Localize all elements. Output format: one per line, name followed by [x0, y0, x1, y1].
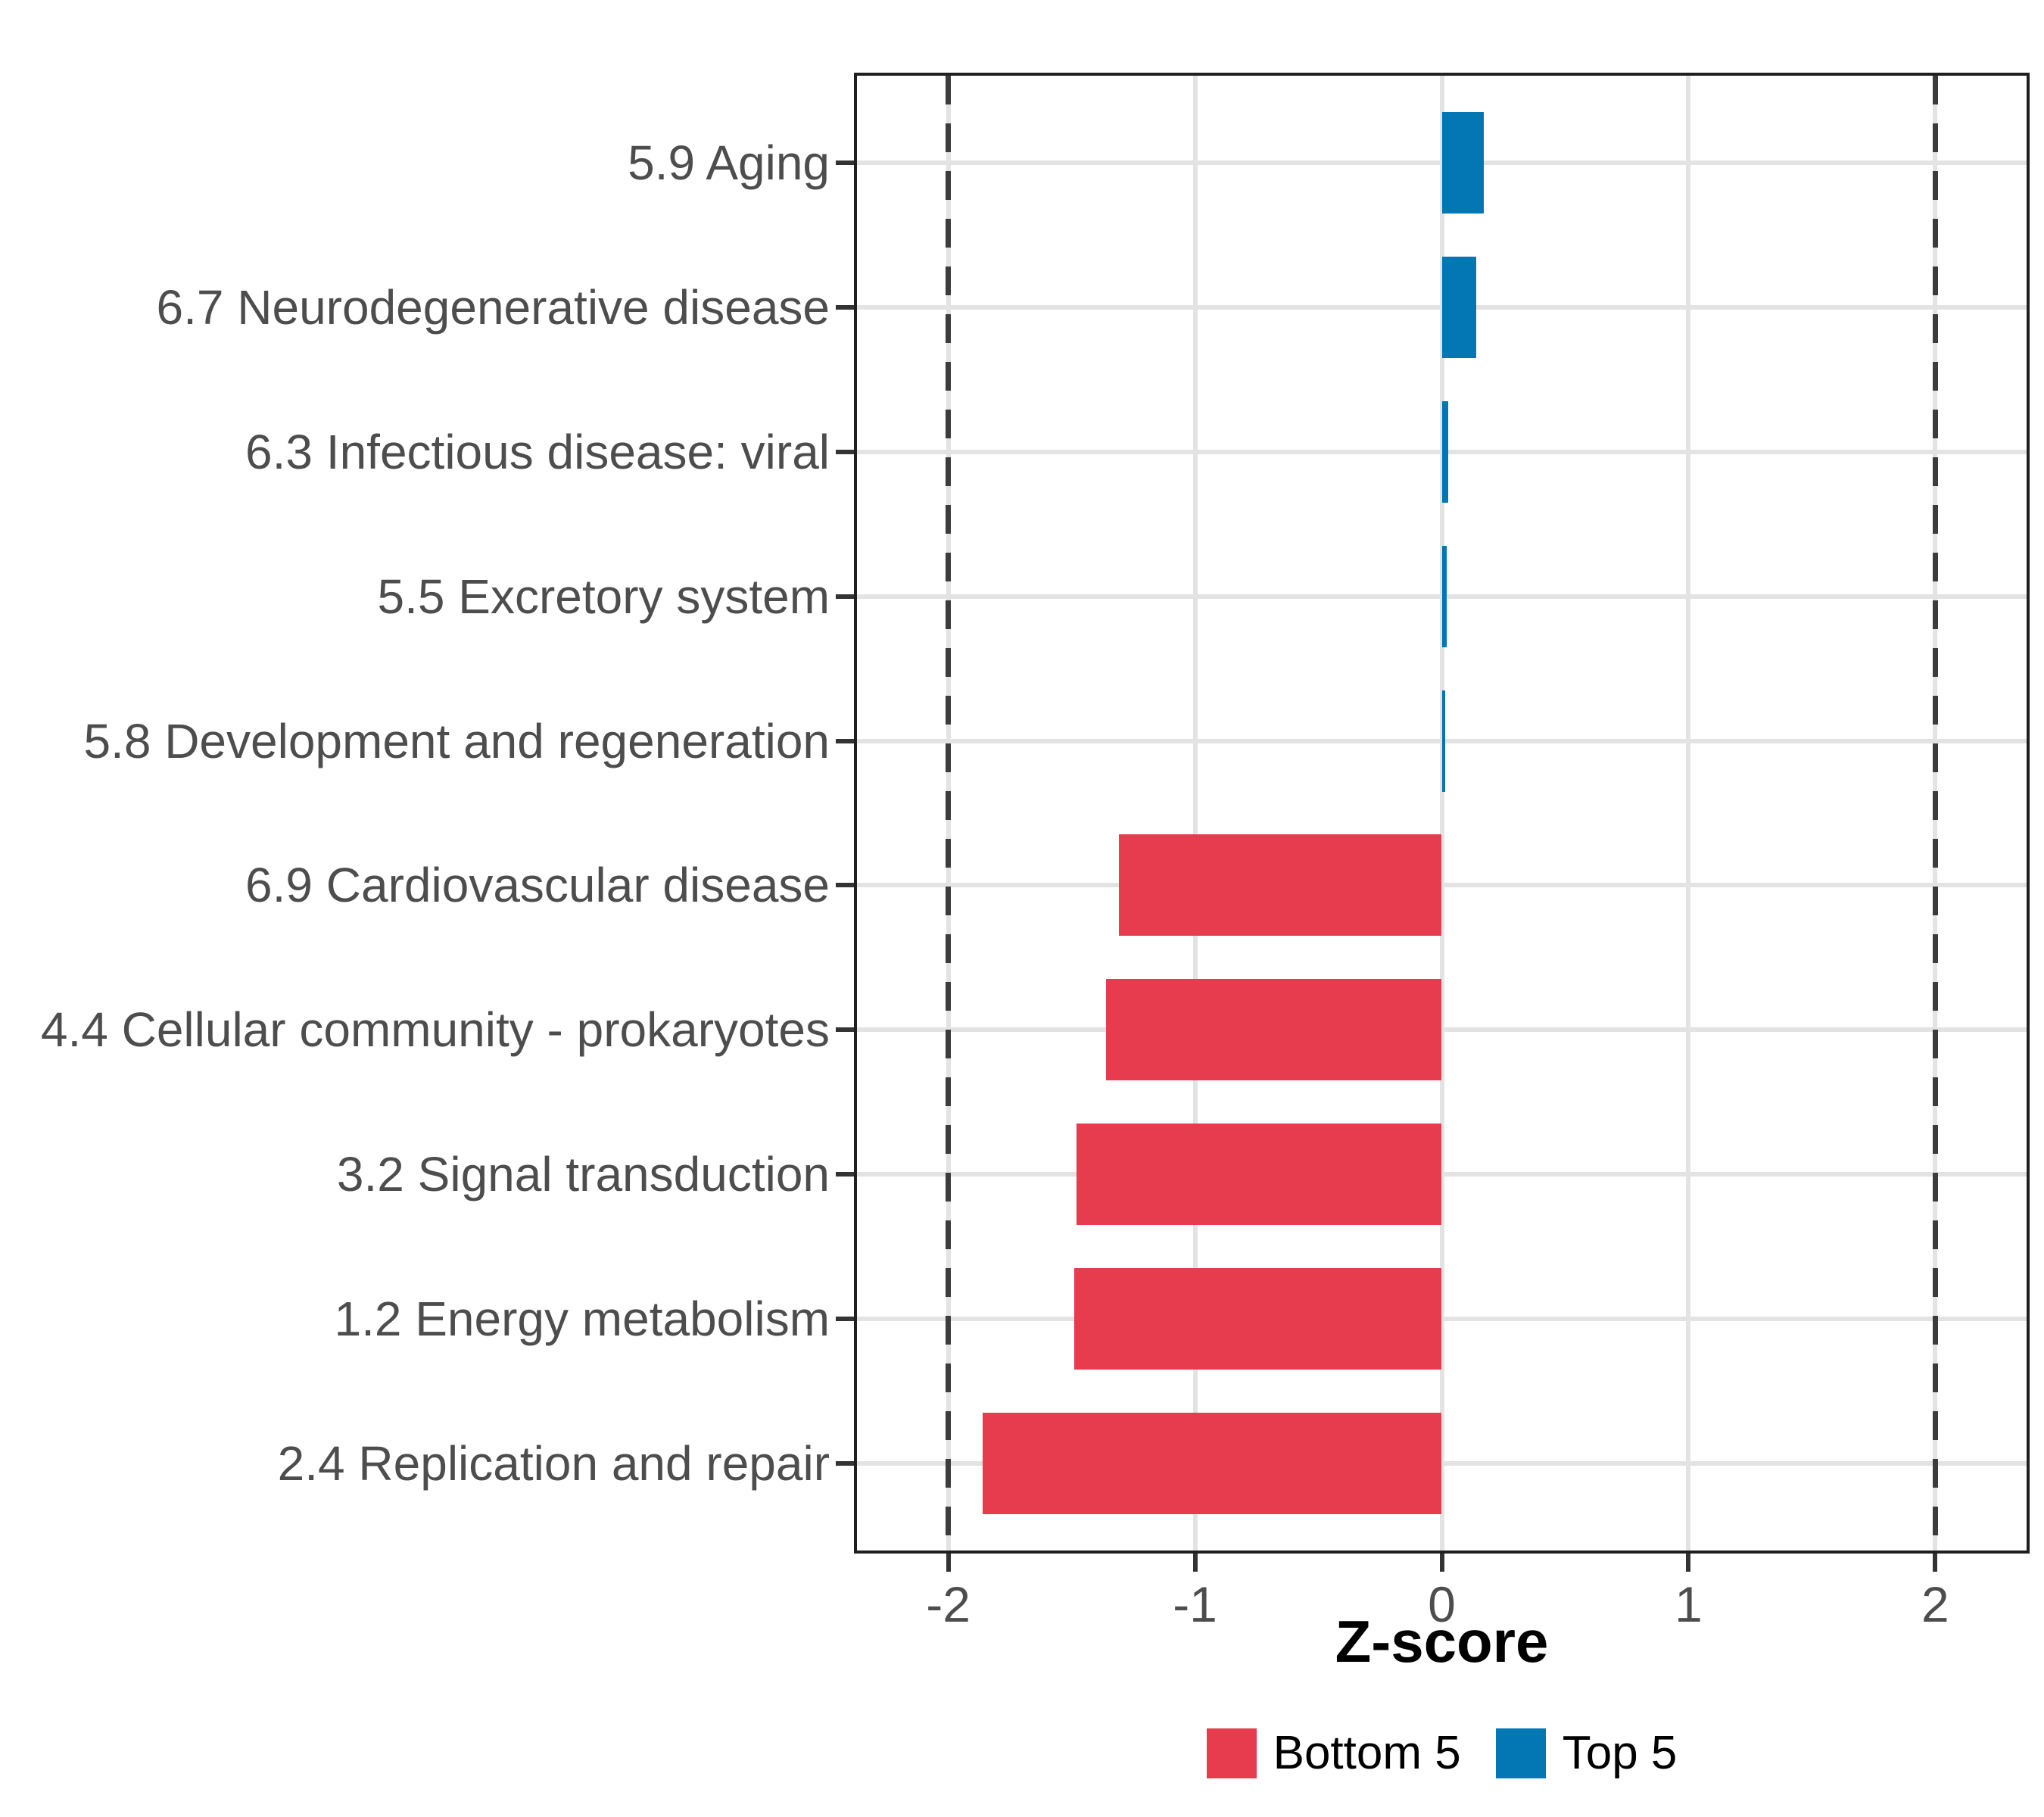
legend-swatch-top5 — [1495, 1728, 1546, 1778]
gridline-horizontal — [857, 883, 2027, 888]
y-axis-label: 6.7 Neurodegenerative disease — [156, 279, 830, 335]
bar-bottom5 — [1118, 834, 1442, 937]
gridline-horizontal — [857, 1317, 2027, 1322]
y-axis-label: 6.9 Cardiovascular disease — [245, 858, 830, 913]
gridline-horizontal — [857, 1461, 2027, 1466]
y-axis-tick — [836, 738, 854, 743]
x-axis-tick — [1933, 1554, 1938, 1572]
legend-label-top5: Top 5 — [1562, 1727, 1678, 1779]
y-axis-tick — [836, 449, 854, 454]
x-axis-tick-label: 1 — [1675, 1576, 1703, 1632]
x-axis-tick-label: 0 — [1428, 1576, 1456, 1632]
legend-swatch-bottom5 — [1206, 1728, 1257, 1778]
legend-label-bottom5: Bottom 5 — [1273, 1727, 1461, 1779]
y-axis-label: 6.3 Infectious disease: viral — [245, 424, 830, 479]
y-axis-label: 3.2 Signal transduction — [336, 1147, 830, 1202]
bar-top5 — [1441, 256, 1477, 358]
y-axis-tick — [836, 1172, 854, 1177]
y-axis-tick — [836, 1027, 854, 1033]
y-axis-tick — [836, 594, 854, 599]
y-axis-label: 5.8 Development and regeneration — [83, 713, 830, 768]
gridline-horizontal — [857, 1027, 2027, 1033]
y-axis-label: 5.5 Excretory system — [377, 569, 830, 624]
gridline-vertical — [1192, 76, 1198, 1551]
x-axis-tick — [1439, 1554, 1444, 1572]
bar-top5 — [1441, 690, 1446, 792]
reference-line-dashed — [946, 76, 952, 1551]
bar-top5 — [1441, 400, 1448, 503]
bar-bottom5 — [1077, 1124, 1442, 1226]
y-axis-label: 1.2 Energy metabolism — [334, 1292, 830, 1347]
x-axis-title: Z-score — [1335, 1608, 1549, 1675]
bar-bottom5 — [1073, 1268, 1442, 1370]
x-axis-tick-label: -1 — [1173, 1576, 1217, 1632]
y-axis-tick — [836, 160, 854, 165]
x-axis-tick — [946, 1554, 951, 1572]
x-axis-tick-label: 2 — [1921, 1576, 1949, 1632]
y-axis-tick — [836, 883, 854, 888]
y-axis-tick — [836, 304, 854, 310]
bar-bottom5 — [983, 1413, 1442, 1515]
gridline-vertical — [1686, 76, 1691, 1551]
y-axis-tick — [836, 1461, 854, 1466]
legend: Bottom 5 Top 5 — [857, 1727, 2027, 1780]
x-axis-tick-label: -2 — [926, 1576, 971, 1632]
bar-top5 — [1441, 545, 1447, 647]
bar-top5 — [1441, 111, 1484, 213]
y-axis-label: 4.4 Cellular community - prokaryotes — [40, 1002, 830, 1058]
y-axis-tick — [836, 1317, 854, 1322]
reference-line-dashed — [1932, 76, 1938, 1551]
x-axis-tick — [1192, 1554, 1198, 1572]
bar-bottom5 — [1106, 979, 1442, 1081]
y-axis-label: 2.4 Replication and repair — [277, 1436, 830, 1491]
gridline-horizontal — [857, 1172, 2027, 1177]
x-axis-tick — [1686, 1554, 1691, 1572]
gridline-vertical — [1439, 76, 1444, 1551]
y-axis-label: 5.9 Aging — [628, 135, 830, 190]
